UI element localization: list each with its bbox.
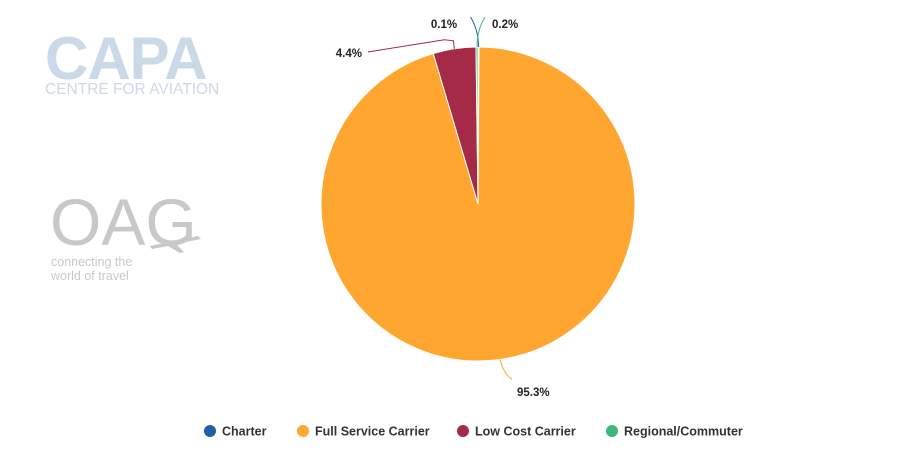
oag-logo-tagline-2: world of travel bbox=[50, 269, 129, 283]
legend-marker-charter bbox=[204, 425, 216, 437]
label-connector-charter bbox=[470, 16, 479, 48]
legend-item-full-service-carrier[interactable]: Full Service Carrier bbox=[297, 425, 430, 439]
oag-logo-tagline-1: connecting the bbox=[51, 255, 132, 269]
label-connector-regional-commuter bbox=[476, 16, 486, 48]
legend-marker-regional-commuter bbox=[606, 425, 618, 437]
legend-label-full-service-carrier: Full Service Carrier bbox=[315, 425, 430, 439]
airplane-icon bbox=[150, 236, 201, 253]
legend-marker-full-service-carrier bbox=[297, 425, 309, 437]
oag-logo: OAG connecting the world of travel bbox=[50, 185, 201, 283]
data-label-charter: 0.1% bbox=[431, 19, 457, 31]
legend-item-regional-commuter[interactable]: Regional/Commuter bbox=[606, 425, 743, 439]
capa-logo-wordmark: CAPA bbox=[45, 25, 207, 92]
legend-item-charter[interactable]: Charter bbox=[204, 425, 267, 439]
pie-slices bbox=[320, 46, 636, 362]
data-label-full-service-carrier: 95.3% bbox=[517, 387, 550, 399]
legend-marker-low-cost-carrier bbox=[457, 425, 469, 437]
label-connector-low-cost-carrier bbox=[367, 39, 455, 53]
data-label-regional-commuter: 0.2% bbox=[492, 19, 518, 31]
label-connector-full-service-carrier bbox=[499, 359, 513, 380]
pie-data-labels: 0.1% 95.3% 4.4% 0.2% bbox=[336, 19, 550, 399]
legend-label-charter: Charter bbox=[222, 425, 267, 439]
legend: Charter Full Service Carrier Low Cost Carr… bbox=[204, 425, 743, 439]
legend-label-regional-commuter: Regional/Commuter bbox=[624, 425, 743, 439]
capa-logo: CAPA CENTRE FOR AVIATION bbox=[45, 25, 219, 98]
pie-label-connectors bbox=[367, 16, 513, 380]
data-label-low-cost-carrier: 4.4% bbox=[336, 48, 362, 60]
capa-logo-subtitle: CENTRE FOR AVIATION bbox=[45, 81, 219, 98]
legend-item-low-cost-carrier[interactable]: Low Cost Carrier bbox=[457, 425, 576, 439]
legend-label-low-cost-carrier: Low Cost Carrier bbox=[475, 425, 576, 439]
